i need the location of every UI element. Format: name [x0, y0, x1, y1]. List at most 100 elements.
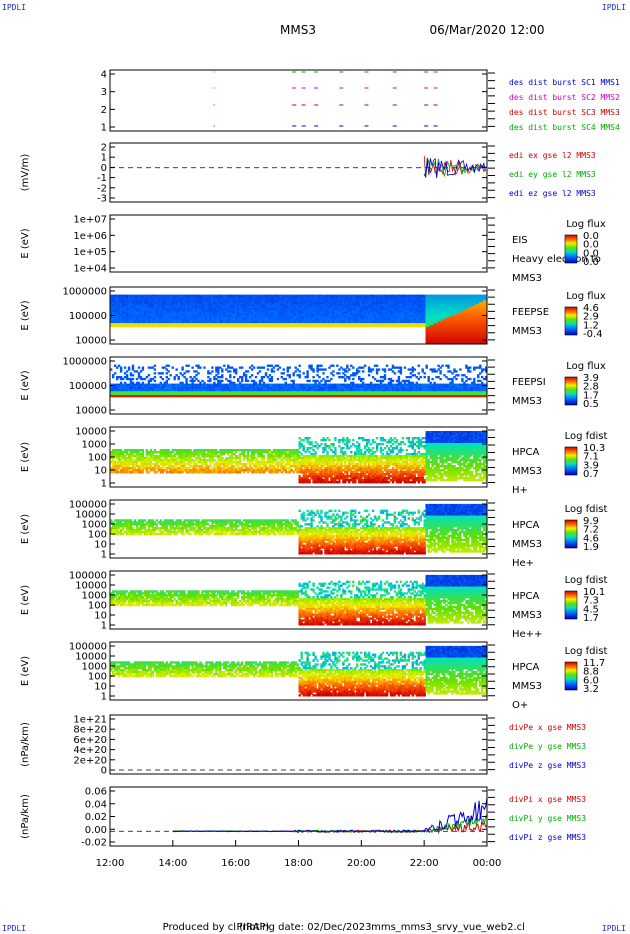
eis-colorbar [565, 235, 577, 263]
eis-side-label: MMS3 [512, 273, 542, 284]
divpi-ytick-label: 0.02 [85, 812, 107, 823]
eis-ytick-label: 1e+07 [73, 215, 107, 226]
hpca_h-content [110, 431, 487, 483]
hpca_hepp-ytick-label: 1 [101, 621, 107, 632]
x-tick-label: 18:00 [284, 858, 313, 869]
feepse-content [110, 295, 487, 345]
hpca_hepp-side-label: MMS3 [512, 610, 542, 621]
burst-content [214, 72, 438, 126]
hpca_h-ytick-label: 100 [88, 453, 107, 464]
feepse-ytick-label: 100000 [69, 311, 107, 322]
divpe-legend-entry: divPe x gse MMS3 [509, 723, 586, 732]
hpca_o-ylabel: E (eV) [20, 656, 31, 686]
divpi-legend-entry: divPi y gse MMS3 [509, 814, 586, 823]
filename: mms_mms3_srvy_vue_web2.cl [371, 922, 525, 933]
edi-ytick-label: -3 [97, 194, 107, 205]
eis-ylabel: E (eV) [20, 228, 31, 258]
edi-legend-entry: edi ey gse l2 MMS3 [509, 170, 596, 179]
feepsi-colorbar-tick: 0.5 [583, 399, 599, 410]
hpca_he-content [110, 504, 487, 555]
hpca_h-colorbar-title: Log fdist [565, 431, 608, 442]
x-tick-label: 22:00 [410, 858, 439, 869]
hpca_he-side-label: He+ [512, 558, 534, 569]
divpe-ylabel: (nPa/km) [20, 722, 31, 767]
hpca_o-content [110, 646, 487, 697]
eis-frame [110, 215, 487, 272]
divpe-legend-entry: divPe z gse MMS3 [509, 761, 586, 770]
hpca_h-side-label: HPCA [512, 447, 540, 458]
burst-legend-entry: des dist burst SC1 MMS1 [509, 78, 620, 87]
hpca_h-ytick-label: 1000 [82, 440, 107, 451]
hpca_o-ytick-label: 1 [101, 692, 107, 703]
hpca_hepp-colorbar-tick: 1.7 [583, 613, 599, 624]
burst-legend-entry: des dist burst SC2 MMS2 [509, 93, 620, 102]
panel-divpi: 0.060.040.020.00-0.02(nPa/km) divPi x gse… [20, 787, 586, 849]
x-tick-label: 14:00 [158, 858, 187, 869]
edi-ylabel: (mV/m) [20, 154, 31, 192]
edi-content [110, 156, 487, 178]
spacecraft-title: MMS3 [280, 23, 316, 37]
hpca_hepp-ylabel: E (eV) [20, 585, 31, 615]
burst-ytick-label: 1 [101, 123, 107, 134]
hpca_h-side-label: MMS3 [512, 466, 542, 477]
divpi-ylabel: (nPa/km) [20, 794, 31, 839]
divpi-ytick-label: -0.02 [81, 838, 107, 849]
divpe-frame [110, 715, 487, 774]
hpca_hepp-side-label: HPCA [512, 591, 540, 602]
panel-feepsi: 1000000 100000 10000 E (eV) FEEPSI MMS3 Log fl… [20, 357, 606, 417]
x-tick-label: 20:00 [347, 858, 376, 869]
burst-ytick-label: 3 [101, 87, 107, 98]
hpca_h-colorbar-tick: 0.7 [583, 469, 599, 480]
feepsi-side-label: MMS3 [512, 396, 542, 407]
divpi-legend-entry: divPi z gse MMS3 [509, 833, 586, 842]
feepse-ylabel: E (eV) [20, 300, 31, 330]
divpi-ytick-label: 0.00 [85, 825, 107, 836]
hpca_he-colorbar-title: Log fdist [565, 504, 608, 515]
feepse-side-label: FEEPSE [512, 307, 549, 318]
hpca_he-colorbar [565, 520, 577, 548]
hpca_o-colorbar-title: Log fdist [565, 646, 608, 657]
feepsi-side-label: FEEPSI [512, 377, 546, 388]
hpca_he-ytick-label: 1 [101, 550, 107, 561]
hpca_o-colorbar-tick: 3.2 [583, 684, 599, 695]
hpca_o-side-label: MMS3 [512, 681, 542, 692]
burst-legend-entry: des dist burst SC3 MMS3 [509, 108, 620, 117]
hpca_hepp-colorbar-title: Log fdist [565, 575, 608, 586]
hpca_h-ytick-label: 1 [101, 479, 107, 490]
feepsi-ytick-label: 100000 [69, 381, 107, 392]
feepsi-content [110, 365, 487, 398]
eis-ytick-label: 1e+05 [73, 247, 107, 258]
x-tick-label: 00:00 [473, 858, 502, 869]
feepse-ytick-label: 10000 [75, 336, 107, 347]
feepse-colorbar-title: Log flux [566, 291, 606, 302]
burst-ytick-label: 2 [101, 105, 107, 116]
date-title: 06/Mar/2020 12:00 [430, 23, 545, 37]
printing-date: Printing date: 02/Dec/2023 [236, 922, 371, 933]
feepsi-colorbar-title: Log flux [566, 361, 606, 372]
burst-legend-entry: des dist burst SC4 MMS4 [509, 123, 620, 132]
hpca_hepp-colorbar [565, 591, 577, 619]
feepsi-ytick-label: 10000 [75, 406, 107, 417]
x-tick-label: 16:00 [221, 858, 250, 869]
eis-side-label: EIS [512, 235, 528, 246]
burst-ytick-label: 4 [101, 70, 107, 81]
divpi-legend-entry: divPi x gse MMS3 [509, 795, 586, 804]
feepse-colorbar-tick: -0.4 [583, 329, 603, 340]
hpca_he-colorbar-tick: 1.9 [583, 542, 599, 553]
divpe-ytick-label: 0 [101, 766, 107, 777]
feepsi-ytick-label: 1000000 [62, 357, 107, 368]
hpca_he-side-label: MMS3 [512, 539, 542, 550]
eis-colorbar-tick: 0.0 [583, 257, 599, 268]
hpca_h-side-label: H+ [512, 485, 528, 496]
hpca_h-colorbar [565, 447, 577, 475]
eis-colorbar-title: Log flux [566, 219, 606, 230]
edi-legend-entry: edi ex gse l2 MMS3 [509, 151, 596, 160]
feepsi-ylabel: E (eV) [20, 370, 31, 400]
hpca_hepp-content [110, 575, 487, 626]
hpca_h-ylabel: E (eV) [20, 442, 31, 472]
